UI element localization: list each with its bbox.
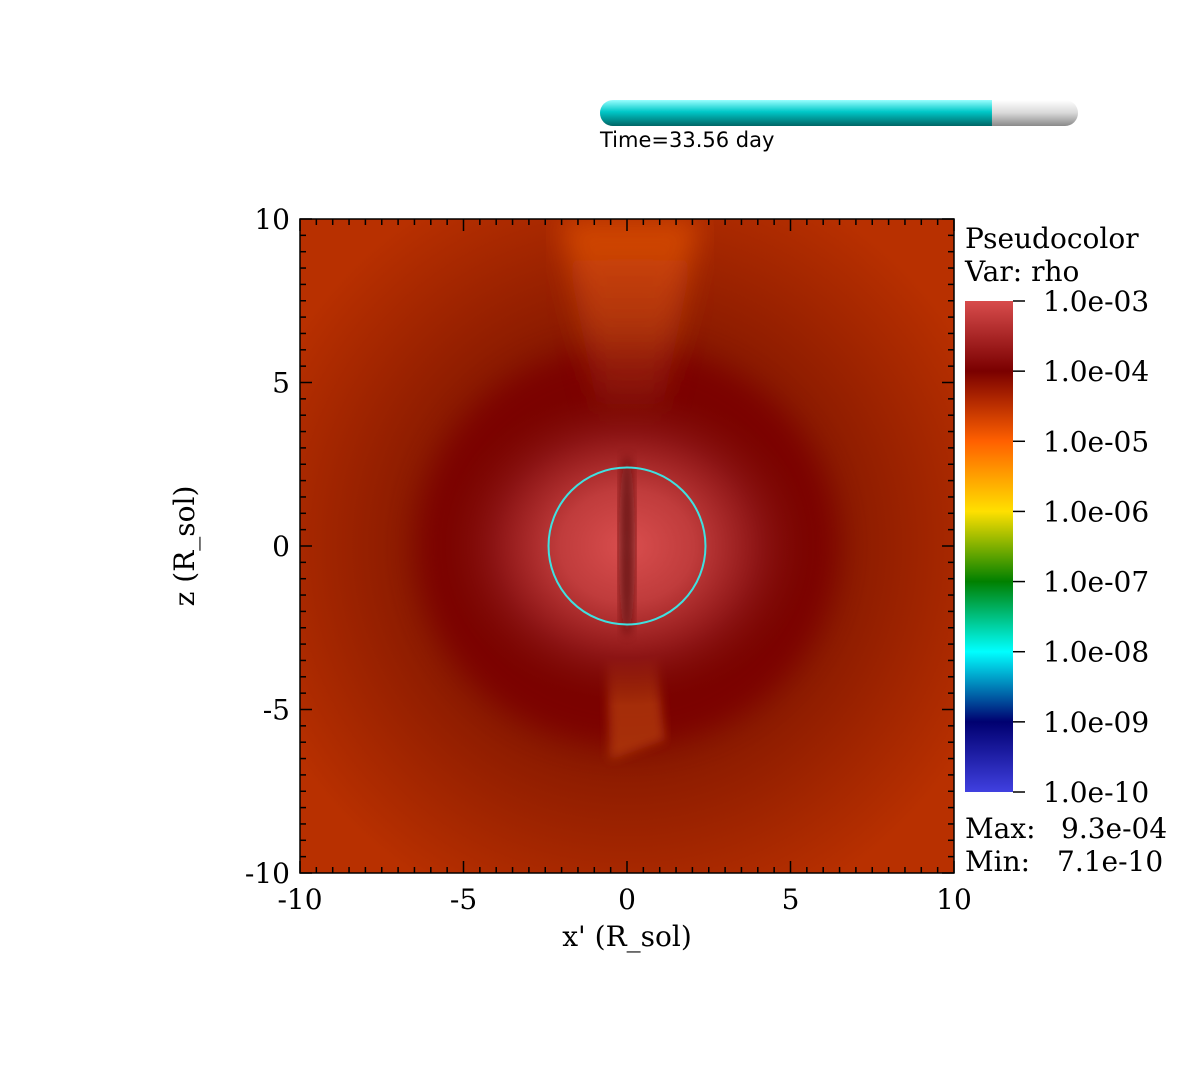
legend-max-label: Max: bbox=[965, 812, 1036, 845]
colorbar-tick-label: 1.0e-03 bbox=[1043, 285, 1149, 318]
colorbar-tick-label: 1.0e-07 bbox=[1043, 566, 1149, 599]
x-tick-label: -10 bbox=[277, 883, 322, 916]
x-axis-title: x' (R_sol) bbox=[562, 920, 692, 953]
colorbar-tick-label: 1.0e-09 bbox=[1043, 706, 1149, 739]
colorbar-tick-label: 1.0e-08 bbox=[1043, 636, 1149, 669]
stellar-radius-circle bbox=[547, 466, 707, 626]
x-tick-label: -5 bbox=[450, 883, 477, 916]
y-tick-label: -5 bbox=[263, 694, 290, 727]
density-heatmap bbox=[300, 219, 954, 873]
x-tick-label: 0 bbox=[618, 883, 636, 916]
y-axis-title: z (R_sol) bbox=[168, 486, 201, 607]
y-tick-label: 10 bbox=[254, 203, 290, 236]
colorbar-ticks: 1.0e-03 1.0e-04 1.0e-05 1.0e-06 1.0e-07 1.0e-… bbox=[1013, 285, 1149, 809]
y-tick-label: 0 bbox=[272, 530, 290, 563]
legend-min-value: 7.1e-10 bbox=[1057, 845, 1164, 878]
colorbar-tick-label: 1.0e-04 bbox=[1043, 355, 1149, 388]
y-axis: -10 -5 0 5 10 bbox=[245, 203, 954, 890]
colorbar: 1.0e-03 1.0e-04 1.0e-05 1.0e-06 1.0e-07 1.0e-… bbox=[965, 285, 1149, 809]
time-progress-bar bbox=[600, 100, 1078, 126]
time-progress-graphic bbox=[600, 100, 1078, 126]
colorbar-gradient bbox=[965, 301, 1013, 792]
colorbar-tick-label: 1.0e-06 bbox=[1043, 495, 1149, 528]
x-tick-label: 10 bbox=[936, 883, 972, 916]
y-tick-label: 5 bbox=[272, 367, 290, 400]
time-label: Time=33.56 day bbox=[600, 128, 775, 152]
x-tick-label: 5 bbox=[782, 883, 800, 916]
legend-min-label: Min: bbox=[965, 845, 1031, 878]
legend-variable: Var: rho bbox=[965, 255, 1080, 288]
legend-max-value: 9.3e-04 bbox=[1061, 812, 1168, 845]
colorbar-tick-label: 1.0e-05 bbox=[1043, 425, 1149, 458]
time-progress-fill bbox=[600, 100, 992, 126]
x-axis: -10 -5 0 5 10 bbox=[277, 219, 972, 916]
colorbar-tick-label: 1.0e-10 bbox=[1043, 776, 1149, 809]
legend-title: Pseudocolor bbox=[965, 222, 1139, 255]
y-tick-label: -10 bbox=[245, 857, 290, 890]
